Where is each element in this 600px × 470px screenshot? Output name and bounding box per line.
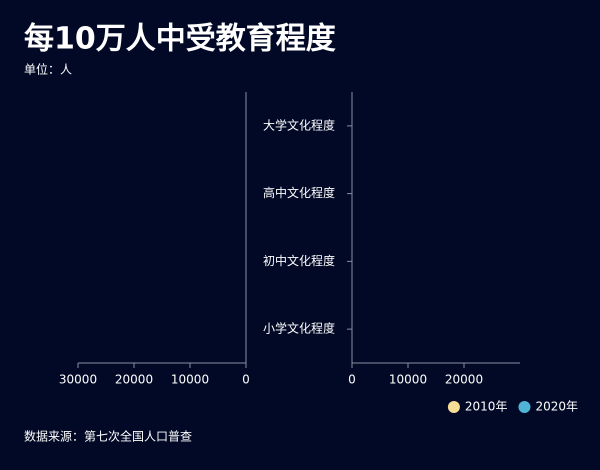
- x2-tick-label: 0: [348, 373, 356, 387]
- legend-swatch: [447, 401, 460, 413]
- x2-tick-label: 10000: [389, 373, 427, 387]
- x-tick-label: 30000: [59, 373, 97, 387]
- legend-label: 2020年: [535, 400, 578, 414]
- x-tick-label: 10000: [171, 373, 209, 387]
- category-label: 大学文化程度: [263, 117, 335, 132]
- x-tick-label: 20000: [115, 373, 153, 387]
- legend-label: 2010年: [465, 400, 508, 414]
- legend-swatch: [518, 401, 531, 413]
- category-label: 初中文化程度: [263, 253, 335, 268]
- x-tick-label: 0: [242, 373, 250, 387]
- category-label: 小学文化程度: [263, 321, 335, 336]
- x2-tick-label: 20000: [445, 373, 483, 387]
- chart-title: 每10万人中受教育程度: [24, 22, 336, 57]
- chart-subtitle: 单位：人: [24, 62, 72, 77]
- category-label: 高中文化程度: [263, 185, 335, 200]
- source-note: 数据来源：第七次全国人口普查: [24, 429, 192, 444]
